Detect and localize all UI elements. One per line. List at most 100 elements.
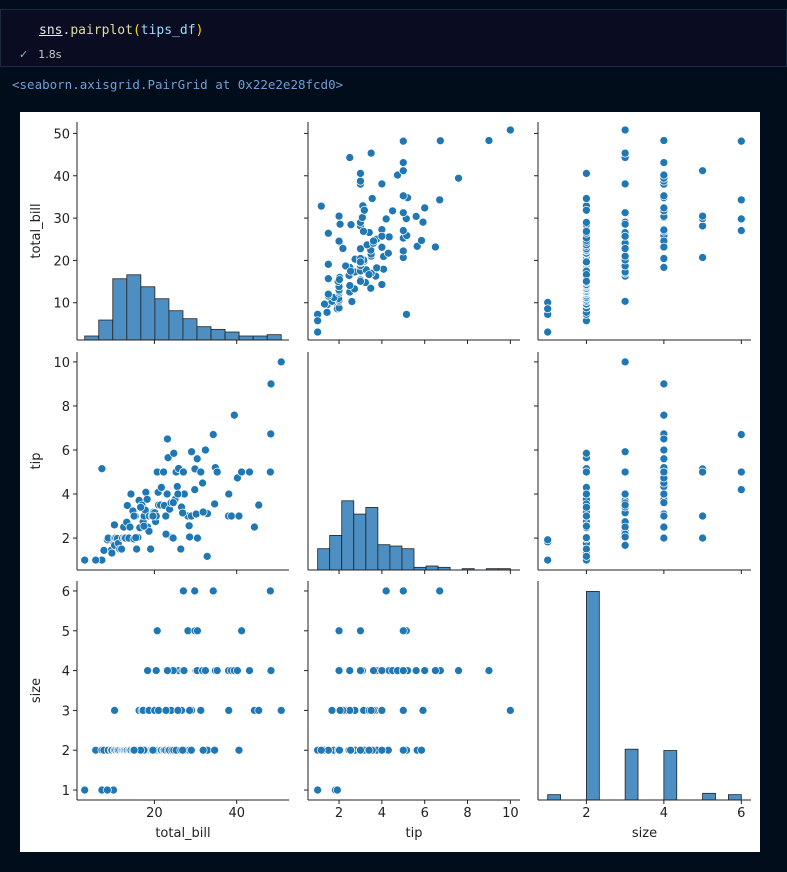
x-tick-label: 10 <box>502 806 519 821</box>
scatter-point <box>146 544 155 554</box>
scatter-point <box>176 544 186 554</box>
scatter-point <box>187 447 196 457</box>
hist-bar <box>252 335 268 341</box>
x-tick-label: 4 <box>660 806 668 821</box>
hist-bar <box>728 794 742 801</box>
scatter-point <box>582 257 591 267</box>
scatter-point <box>346 220 356 230</box>
scatter-point <box>543 327 553 337</box>
scatter-point <box>229 410 239 420</box>
hist-bar <box>547 794 561 801</box>
scatter-point <box>506 125 515 135</box>
hist-bar <box>84 335 100 341</box>
hist-bar <box>401 548 415 571</box>
x-axis-label: size <box>632 826 657 841</box>
x-axis-label: total_bill <box>155 826 210 841</box>
scatter-point <box>620 148 630 158</box>
scatter-point <box>173 489 183 499</box>
scatter-point <box>266 467 275 477</box>
scatter-point <box>620 447 630 457</box>
figure: 10 20 30 40 50 2 4 6 8 10 20 40 1 2 3 4 5 6 2 4 6 8 10 2 4 6 total… <box>20 112 760 852</box>
hist-bar <box>663 750 678 801</box>
scatter-point <box>227 511 236 521</box>
scatter-point <box>132 544 141 554</box>
x-tick-label: 2 <box>582 806 590 821</box>
scatter-point <box>659 158 669 167</box>
scatter-point <box>366 283 376 293</box>
scatter-point <box>193 626 202 636</box>
scatter-point <box>323 259 333 269</box>
y-tick-label: 1 <box>62 784 70 799</box>
hist-bar <box>182 318 198 341</box>
scatter-point <box>659 379 669 389</box>
y-tick-label: 6 <box>62 444 70 459</box>
scatter-point <box>168 498 178 507</box>
scatter-point <box>356 276 365 286</box>
y-tick-label: 30 <box>53 212 70 227</box>
scatter-point <box>99 546 109 555</box>
scatter-point <box>359 227 368 236</box>
y-tick-label: 20 <box>53 254 70 269</box>
scatter-point <box>276 706 286 715</box>
scatter-point <box>254 500 264 510</box>
scatter-point <box>582 448 591 458</box>
scatter-point <box>316 201 326 211</box>
x-tick-label: 40 <box>228 806 245 821</box>
code-token: . <box>62 23 71 38</box>
scatter-point <box>250 522 259 532</box>
scatter-point <box>377 179 387 189</box>
scatter-point <box>435 136 445 146</box>
hist-bar <box>377 544 391 571</box>
y-tick-label: 6 <box>62 585 70 600</box>
scatter-point <box>582 194 591 203</box>
hist-bar <box>112 278 128 341</box>
scatter-point <box>393 170 402 180</box>
scatter-point <box>659 136 669 145</box>
scatter-point <box>398 706 408 715</box>
scatter-point <box>377 231 387 241</box>
scatter-point <box>334 211 344 221</box>
scatter-point <box>173 706 183 715</box>
scatter-point <box>163 434 172 444</box>
scatter-point <box>418 217 428 227</box>
scatter-point <box>364 270 374 279</box>
scatter-point <box>543 535 553 545</box>
scatter-point <box>276 357 286 367</box>
scatter-point <box>582 227 591 236</box>
scatter-point <box>369 236 378 246</box>
scatter-point <box>338 244 348 253</box>
scatter-point <box>398 136 408 146</box>
scatter-point <box>208 586 218 596</box>
scatter-point <box>377 666 387 675</box>
scatter-point <box>210 745 219 755</box>
scatter-point <box>431 666 440 675</box>
scatter-point <box>484 136 494 145</box>
scatter-point <box>117 544 126 554</box>
x-tick-label: 8 <box>463 806 471 821</box>
scatter-point <box>356 244 365 254</box>
scatter-point <box>347 297 357 306</box>
y-tick-label: 4 <box>62 488 70 503</box>
scatter-point <box>364 745 374 755</box>
scatter-point <box>659 434 669 444</box>
scatter-point <box>201 666 210 675</box>
scatter-point <box>582 467 591 477</box>
scatter-point <box>398 208 408 218</box>
scatter-point <box>254 706 264 715</box>
scatter-point <box>366 706 376 715</box>
code-cell[interactable]: sns.pairplot(tips_df) ✓ 1.8s <box>0 9 787 67</box>
pairplot: 10 20 30 40 50 2 4 6 8 10 20 40 1 2 3 4 5 6 2 4 6 8 10 2 4 6 total… <box>29 122 751 841</box>
scatter-point <box>178 508 187 518</box>
scatter-point <box>334 626 344 636</box>
scatter-point <box>398 166 408 176</box>
scatter-point <box>543 304 553 314</box>
scatter-point <box>142 494 152 504</box>
scatter-point <box>335 745 344 755</box>
hist-bar <box>266 334 282 341</box>
scatter-point <box>367 194 377 203</box>
scatter-point <box>234 511 244 521</box>
scatter-point <box>322 307 332 317</box>
scatter-point <box>411 666 421 675</box>
scatter-point <box>582 218 591 227</box>
